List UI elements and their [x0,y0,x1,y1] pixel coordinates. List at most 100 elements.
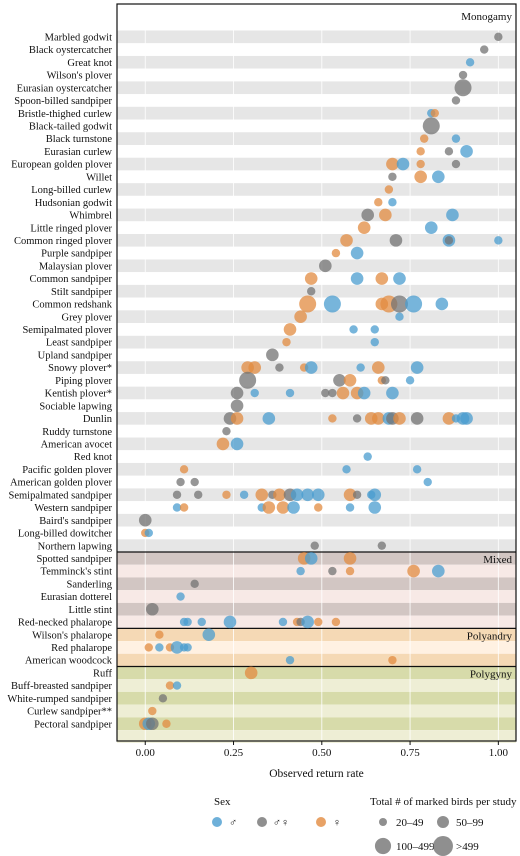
row-band [117,577,516,590]
data-point [340,234,353,247]
data-point [378,541,386,549]
species-label: Bristle-thighed curlew [18,109,113,120]
data-point [266,349,279,362]
data-point [286,656,294,664]
data-point [346,503,354,511]
data-point [407,565,420,578]
data-point [353,414,361,422]
species-label: Dunlin [83,414,113,425]
data-point [432,565,445,578]
data-point [155,643,163,651]
data-point [231,438,244,451]
species-label: Semipalmated plover [22,325,112,336]
row-band [117,259,516,272]
row-band [117,221,516,234]
data-point [180,465,188,473]
data-point [431,109,439,117]
data-point [405,295,422,312]
row-band [117,247,516,260]
data-point [240,491,248,499]
data-point [301,616,314,629]
data-point [324,295,341,312]
species-label: Eurasian curlew [44,147,112,158]
x-tick-label: 0.25 [224,747,244,759]
x-axis-label: Observed return rate [269,768,364,780]
row-band [117,349,516,362]
data-point [307,287,315,295]
species-label: Stilt sandpiper [51,287,112,298]
species-label: American avocet [41,440,113,451]
legend-size-marker [437,816,449,828]
data-point [374,198,382,206]
data-point [145,529,153,537]
data-point [255,488,268,501]
row-band [117,705,516,718]
data-point [414,170,427,183]
species-label: American woodcock [25,656,113,667]
data-point [342,465,350,473]
data-point [319,260,332,273]
x-tick-label: 0.75 [400,747,420,759]
legend-sex-title: Sex [214,796,231,808]
row-band [117,717,516,730]
data-point [413,465,421,473]
data-point [328,567,336,575]
row-band [117,298,516,311]
species-label: Spotted sandpiper [36,554,112,565]
species-labels: Marbled godwit Black oystercatcher Great k… [7,32,112,730]
data-point [460,145,473,158]
species-label: Baird's sandpiper [39,516,112,527]
data-point [155,631,163,639]
species-label: Willet [86,172,112,183]
data-point [173,491,181,499]
data-point [180,503,188,511]
data-point [494,236,502,244]
data-point [287,501,300,514]
row-band [117,43,516,56]
species-label: Pacific golden plover [22,465,112,476]
data-point [351,247,364,260]
data-point [305,552,318,565]
species-label: Sanderling [67,579,113,590]
data-point [159,694,167,702]
data-point [385,185,393,193]
data-point [459,71,467,79]
species-label: Buff-breasted sandpiper [11,681,112,692]
row-band [117,145,516,158]
data-point [363,452,371,460]
data-point [351,272,364,285]
row-band [117,527,516,540]
row-band [117,31,516,44]
data-point [420,134,428,142]
row-band [117,196,516,209]
species-label: Red-necked phalarope [18,618,113,629]
row-band [117,438,516,451]
row-band [117,692,516,705]
data-point [390,234,403,247]
species-label: Common redshank [32,300,112,311]
data-point [371,325,379,333]
data-point [332,618,340,626]
data-point [305,361,318,374]
row-band [117,463,516,476]
species-label: Wilson's plover [47,71,113,82]
data-point [296,567,304,575]
legend-size-marker [379,818,387,826]
row-band [117,107,516,120]
species-label: Semipalmated sandpiper [8,490,112,501]
row-band [117,654,516,667]
species-label: Great knot [67,58,112,69]
data-point [368,501,381,514]
data-point [305,272,318,285]
group-label: Polyandry [467,630,513,642]
data-point [411,412,424,425]
data-point [388,198,396,206]
data-point [328,414,336,422]
species-label: Northern lapwing [38,541,113,552]
data-point [353,491,361,499]
data-point [231,387,244,400]
data-point [176,592,184,600]
species-label: Sociable lapwing [39,401,112,412]
species-label: Upland sandpiper [38,350,113,361]
